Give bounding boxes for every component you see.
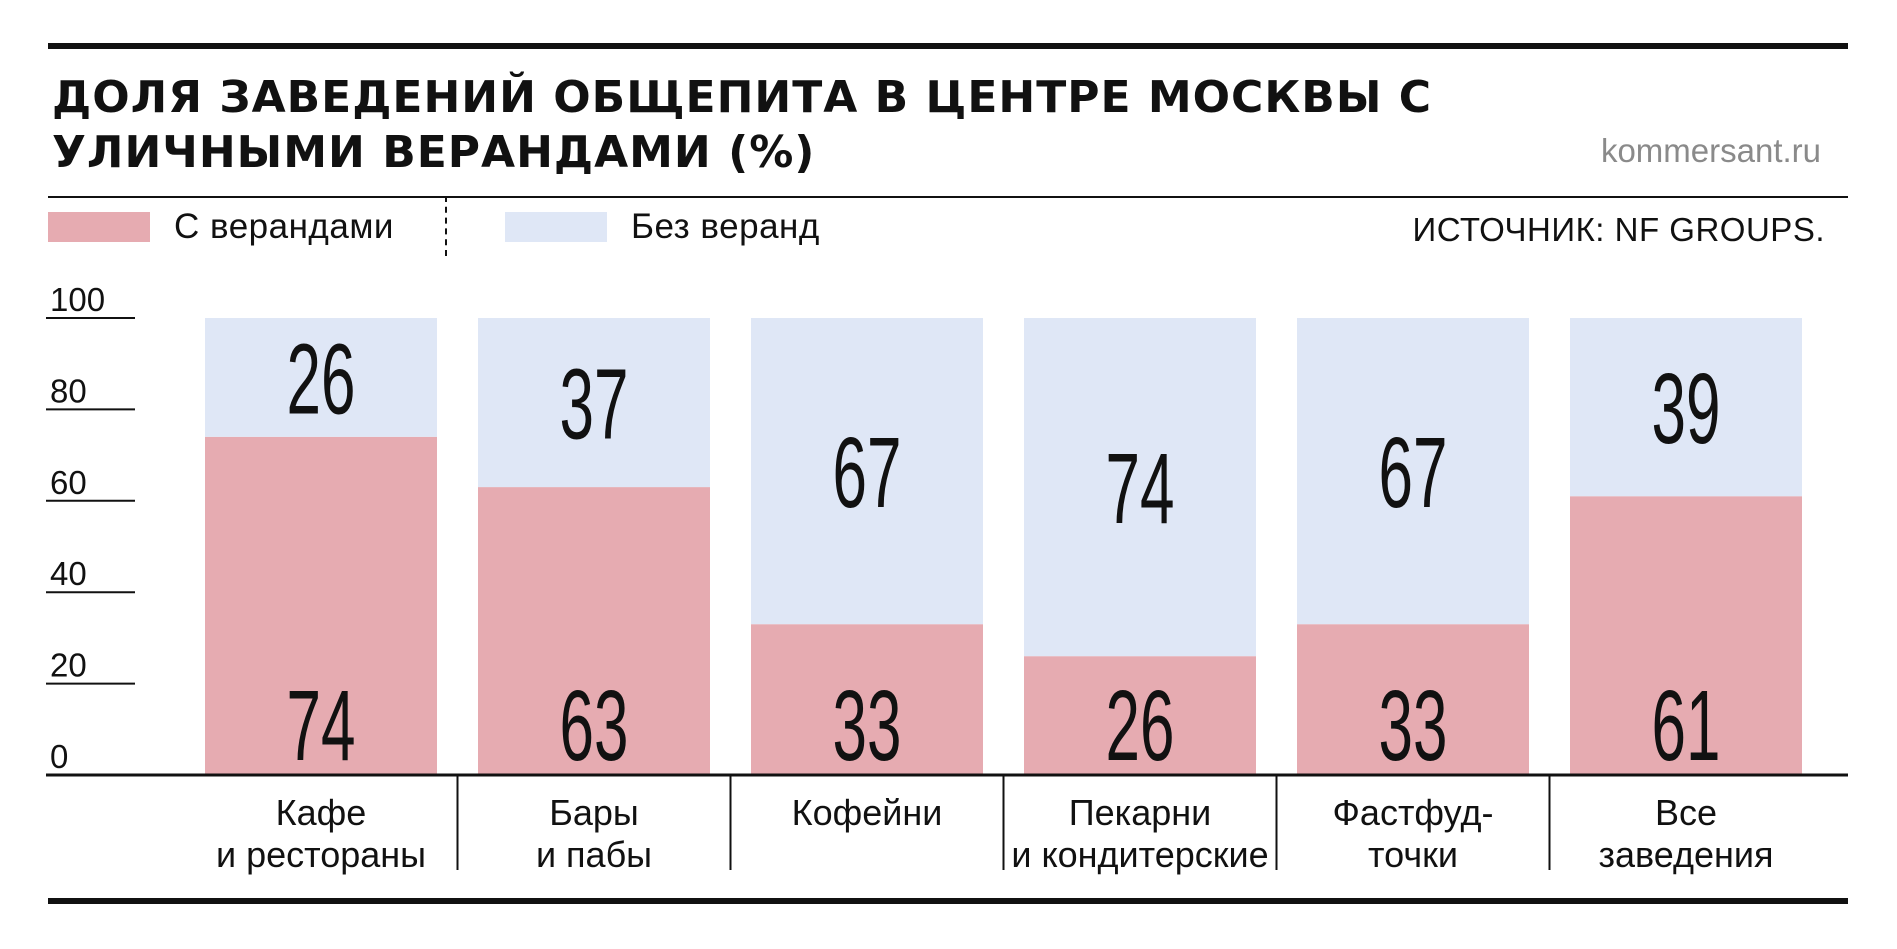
top-rule	[48, 43, 1848, 49]
bar-with-verandas-1	[478, 487, 710, 775]
bar-with-verandas-2	[751, 624, 983, 775]
y-tick-label-20: 20	[50, 647, 87, 684]
category-label-0-0: Кафе	[276, 792, 367, 833]
value-label-without-verandas-4: 67	[1379, 417, 1448, 529]
bar-with-verandas-4	[1297, 624, 1529, 775]
bar-without-verandas-0	[205, 318, 437, 437]
value-label-with-verandas-2: 33	[833, 670, 902, 782]
value-label-without-verandas-5: 39	[1652, 353, 1721, 465]
y-tick-label-40: 40	[50, 555, 87, 592]
bar-without-verandas-1	[478, 318, 710, 488]
bar-with-verandas-0	[205, 436, 437, 775]
category-label-3-1: и кондитерские	[1011, 834, 1268, 875]
legend-divider	[445, 196, 447, 256]
y-tick-label-100: 100	[50, 281, 105, 318]
value-label-with-verandas-3: 26	[1106, 670, 1175, 782]
legend-swatch-without-verandas	[505, 212, 607, 242]
bar-with-verandas-5	[1570, 496, 1802, 775]
value-label-without-verandas-0: 26	[287, 323, 356, 435]
site-credit: kommersant.ru	[1600, 132, 1821, 169]
bar-without-verandas-5	[1570, 318, 1802, 497]
header-rule	[48, 196, 1848, 198]
legend-swatch-with-verandas	[48, 212, 150, 242]
legend-label-without-verandas: Без веранд	[631, 207, 820, 246]
value-label-without-verandas-3: 74	[1106, 433, 1175, 545]
value-label-without-verandas-2: 67	[833, 417, 902, 529]
bottom-rule	[48, 898, 1848, 904]
value-label-without-verandas-1: 37	[560, 348, 629, 460]
source-note: ИСТОЧНИК: NF GROUPS.	[1412, 211, 1825, 248]
y-tick-label-60: 60	[50, 464, 87, 501]
y-tick-label-0: 0	[50, 738, 68, 775]
value-label-with-verandas-1: 63	[560, 670, 629, 782]
category-label-1-1: и пабы	[536, 834, 652, 875]
bar-with-verandas-3	[1024, 656, 1256, 775]
bar-without-verandas-2	[751, 318, 983, 625]
category-label-1-0: Бары	[549, 792, 639, 833]
category-label-4-1: точки	[1368, 834, 1458, 875]
bar-without-verandas-3	[1024, 318, 1256, 657]
bar-without-verandas-4	[1297, 318, 1529, 625]
category-label-5-1: заведения	[1599, 834, 1774, 875]
category-label-0-1: и рестораны	[216, 834, 426, 875]
chart-title: ДОЛЯ ЗАВЕДЕНИЙ ОБЩЕПИТА В ЦЕНТРЕ МОСКВЫ …	[52, 72, 1433, 178]
category-label-5-0: Все	[1655, 792, 1717, 833]
category-label-2-0: Кофейни	[792, 792, 943, 833]
y-tick-label-80: 80	[50, 372, 87, 409]
category-label-3-0: Пекарни	[1069, 792, 1211, 833]
value-label-with-verandas-5: 61	[1652, 670, 1721, 782]
category-label-4-0: Фастфуд-	[1333, 792, 1494, 833]
legend-label-with-verandas: С верандами	[174, 207, 394, 246]
value-label-with-verandas-0: 74	[287, 670, 356, 782]
value-label-with-verandas-4: 33	[1379, 670, 1448, 782]
